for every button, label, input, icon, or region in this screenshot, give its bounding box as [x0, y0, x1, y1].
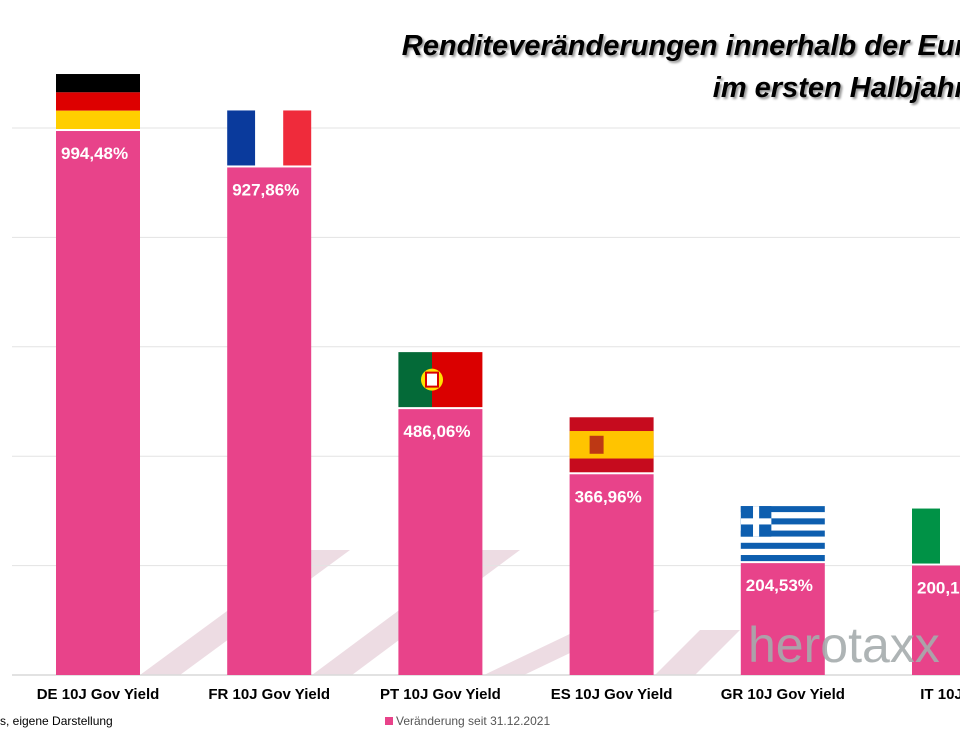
spain-flag	[569, 431, 654, 459]
greece-flag	[740, 536, 825, 543]
legend-swatch	[385, 717, 393, 725]
value-label: 200,1	[917, 579, 960, 598]
category-label: IT 10J Go	[920, 686, 960, 703]
value-label: 486,06%	[403, 422, 470, 441]
value-label: 994,48%	[61, 144, 128, 163]
source-note: s, eigene Darstellung	[0, 714, 113, 728]
greece-flag	[740, 555, 825, 562]
legend-label: Veränderung seit 31.12.2021	[396, 714, 551, 728]
category-label: FR 10J Gov Yield	[208, 686, 330, 703]
value-label: 927,86%	[232, 180, 299, 199]
legend: Veränderung seit 31.12.2021	[385, 714, 550, 728]
category-label: GR 10J Gov Yield	[721, 686, 845, 703]
greece-flag-cross	[753, 506, 760, 537]
germany-flag	[56, 110, 140, 130]
value-label: 204,53%	[746, 576, 813, 595]
portugal-flag-shield	[425, 371, 439, 388]
france-flag	[283, 110, 312, 166]
bar-fr	[227, 167, 312, 676]
italy-flag	[940, 508, 960, 564]
category-labels: DE 10J Gov Yield FR 10J Gov Yield PT 10J G…	[37, 686, 960, 703]
bar-gr	[740, 563, 825, 675]
greece-flag	[740, 506, 825, 513]
bar-shadow	[655, 630, 740, 675]
greece-flag	[740, 542, 825, 549]
bars	[56, 131, 960, 676]
greece-flag	[740, 530, 825, 537]
greece-flag	[740, 512, 825, 519]
germany-flag	[56, 92, 140, 111]
herotaxx-watermark: herotaxx	[748, 617, 940, 673]
france-flag	[255, 110, 284, 166]
value-label: 366,96%	[575, 487, 642, 506]
chart-title-line1: Renditeveränderungen innerhalb der Euroz	[401, 30, 960, 62]
france-flag	[227, 110, 256, 166]
bar-pt	[398, 409, 483, 675]
chart-title-line2: im ersten Halbjahr 2	[712, 72, 960, 104]
greece-flag	[740, 518, 825, 525]
category-label: PT 10J Gov Yield	[380, 686, 501, 703]
category-label: DE 10J Gov Yield	[37, 686, 160, 703]
flags	[56, 74, 960, 564]
category-label: ES 10J Gov Yield	[551, 686, 673, 703]
bar-es	[569, 474, 654, 675]
gridlines	[12, 127, 960, 676]
bar-it	[912, 565, 960, 675]
greece-flag	[740, 548, 825, 556]
greece-flag	[740, 524, 825, 531]
bar-de	[56, 131, 140, 676]
germany-flag	[56, 74, 140, 93]
value-labels: 994,48% 927,86% 486,06% 366,96% 204,53% 200,1	[61, 144, 960, 598]
spain-flag-coat-of-arms	[589, 435, 604, 454]
italy-flag	[912, 508, 940, 564]
